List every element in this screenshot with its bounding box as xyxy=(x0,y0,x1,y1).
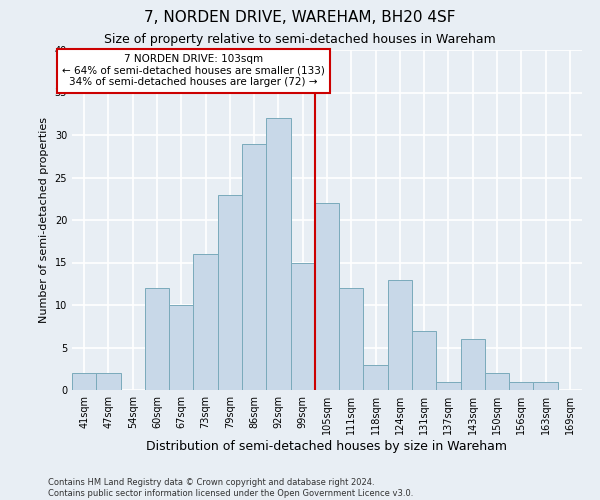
Bar xyxy=(436,382,461,390)
Bar xyxy=(290,262,315,390)
Bar xyxy=(509,382,533,390)
Bar xyxy=(388,280,412,390)
Bar xyxy=(145,288,169,390)
Bar xyxy=(169,305,193,390)
Bar xyxy=(461,339,485,390)
Y-axis label: Number of semi-detached properties: Number of semi-detached properties xyxy=(39,117,49,323)
Bar xyxy=(412,330,436,390)
Text: Contains HM Land Registry data © Crown copyright and database right 2024.
Contai: Contains HM Land Registry data © Crown c… xyxy=(48,478,413,498)
Bar xyxy=(96,373,121,390)
X-axis label: Distribution of semi-detached houses by size in Wareham: Distribution of semi-detached houses by … xyxy=(146,440,508,452)
Bar xyxy=(193,254,218,390)
Text: 7, NORDEN DRIVE, WAREHAM, BH20 4SF: 7, NORDEN DRIVE, WAREHAM, BH20 4SF xyxy=(144,10,456,25)
Bar xyxy=(72,373,96,390)
Bar xyxy=(533,382,558,390)
Bar xyxy=(266,118,290,390)
Bar xyxy=(339,288,364,390)
Bar xyxy=(364,364,388,390)
Text: Size of property relative to semi-detached houses in Wareham: Size of property relative to semi-detach… xyxy=(104,32,496,46)
Bar xyxy=(485,373,509,390)
Text: 7 NORDEN DRIVE: 103sqm
← 64% of semi-detached houses are smaller (133)
34% of se: 7 NORDEN DRIVE: 103sqm ← 64% of semi-det… xyxy=(62,54,325,88)
Bar xyxy=(242,144,266,390)
Bar xyxy=(218,194,242,390)
Bar xyxy=(315,203,339,390)
